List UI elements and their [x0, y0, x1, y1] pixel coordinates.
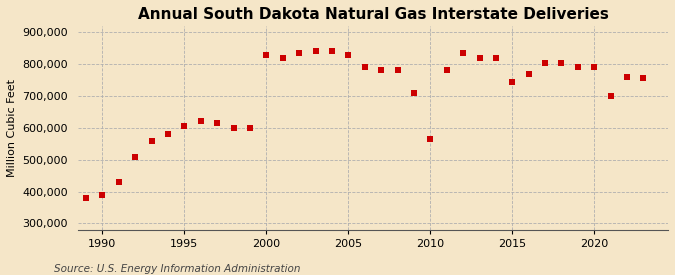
Point: [310, 49, 321, 54]
Point: [97, 192, 108, 197]
Point: [441, 68, 452, 73]
Point: [638, 76, 649, 81]
Point: [458, 51, 468, 55]
Point: [212, 121, 223, 125]
Point: [507, 79, 518, 84]
Point: [343, 52, 354, 57]
Point: [540, 60, 551, 65]
Point: [261, 52, 272, 57]
Point: [277, 56, 288, 60]
Point: [163, 132, 173, 136]
Point: [327, 49, 338, 54]
Point: [425, 137, 436, 141]
Point: [474, 56, 485, 60]
Point: [359, 65, 370, 70]
Point: [195, 119, 206, 124]
Point: [491, 56, 502, 60]
Point: [113, 180, 124, 184]
Point: [408, 90, 419, 95]
Point: [376, 68, 387, 73]
Point: [556, 60, 567, 65]
Point: [523, 72, 534, 76]
Point: [244, 126, 255, 130]
Point: [605, 94, 616, 98]
Point: [392, 68, 403, 73]
Point: [294, 51, 304, 55]
Y-axis label: Million Cubic Feet: Million Cubic Feet: [7, 79, 17, 177]
Point: [228, 126, 239, 130]
Point: [589, 65, 599, 70]
Text: Source: U.S. Energy Information Administration: Source: U.S. Energy Information Administ…: [54, 264, 300, 274]
Point: [146, 138, 157, 143]
Point: [179, 124, 190, 128]
Title: Annual South Dakota Natural Gas Interstate Deliveries: Annual South Dakota Natural Gas Intersta…: [138, 7, 608, 22]
Point: [622, 75, 632, 79]
Point: [572, 65, 583, 70]
Point: [130, 154, 140, 159]
Point: [80, 196, 91, 200]
